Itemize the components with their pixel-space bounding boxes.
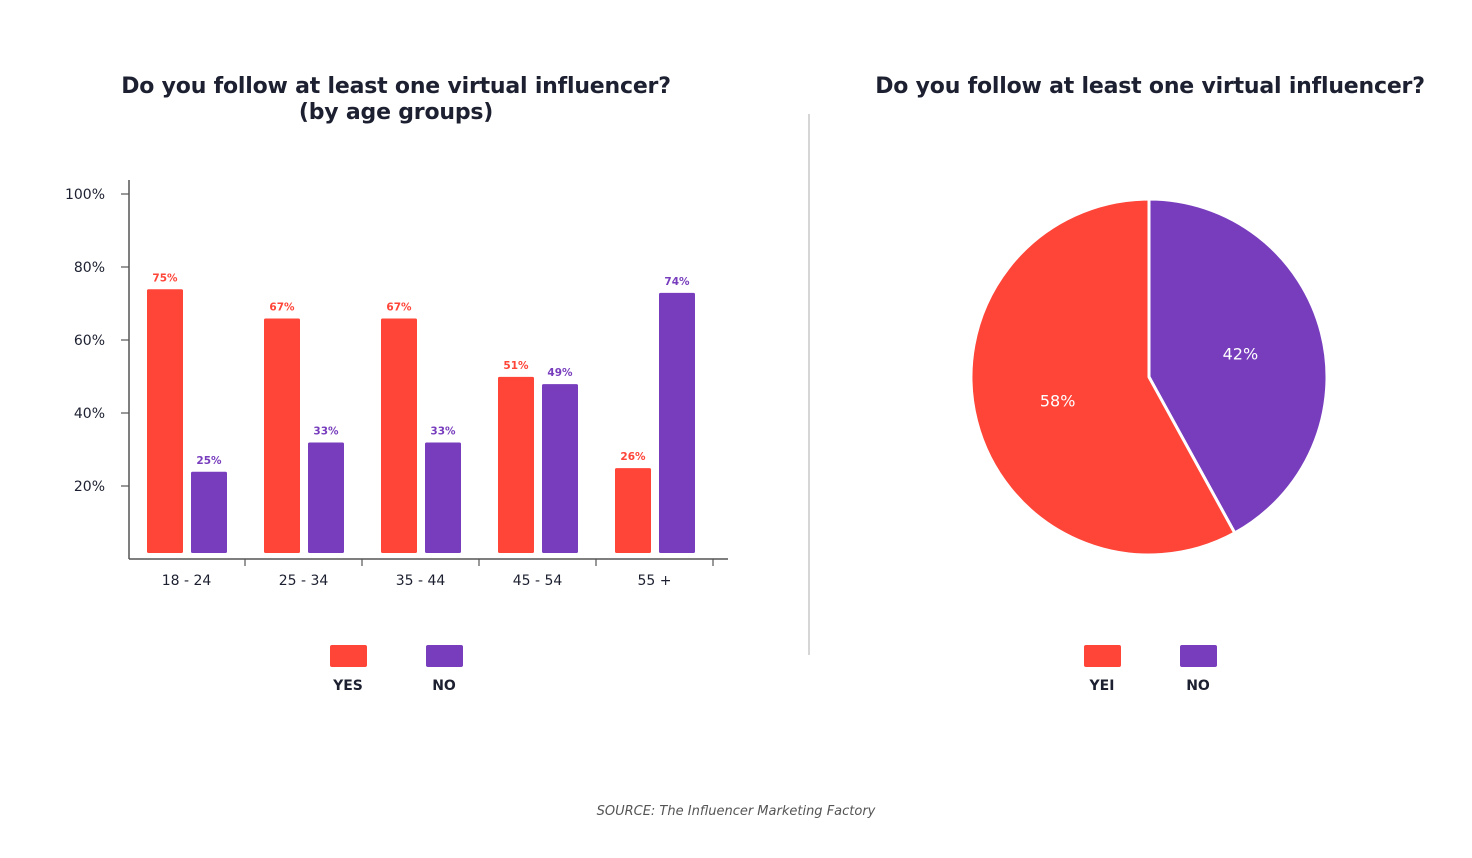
legend-swatch-no	[1179, 645, 1217, 667]
bar-yes	[147, 289, 183, 553]
bar-chart-title-line1: Do you follow at least one virtual influ…	[121, 74, 671, 99]
legend-label-yei: YEI	[1089, 678, 1115, 694]
x-tick-label: 18 - 24	[162, 573, 212, 589]
data-label-no: 74%	[664, 276, 690, 288]
bar-chart-title: Do you follow at least one virtual influ…	[96, 74, 696, 126]
legend-swatch-no	[425, 645, 463, 667]
x-tick-label: 25 - 34	[279, 573, 329, 589]
bar-chart-legend: YES NO	[300, 645, 492, 694]
data-label-yes: 75%	[152, 272, 178, 284]
pie-chart-legend: YEI NO	[1054, 645, 1246, 694]
legend-swatch-yes	[329, 645, 367, 667]
data-label-no: 25%	[196, 455, 222, 467]
bar-yes	[498, 376, 534, 553]
x-tick-label: 55 +	[638, 573, 672, 589]
bar-chart-subtitle: (by age groups)	[298, 100, 494, 125]
y-tick-label: 100%	[65, 187, 105, 203]
pie-label-no: 42%	[1223, 345, 1259, 364]
data-label-no: 33%	[430, 426, 456, 438]
source-note: SOURCE: The Influencer Marketing Factory	[596, 804, 876, 819]
bar-no	[308, 442, 344, 553]
bar-yes	[264, 318, 300, 553]
data-label-no: 49%	[547, 367, 573, 379]
legend-item-yei: YEI	[1054, 645, 1150, 694]
x-tick-label: 35 - 44	[396, 573, 446, 589]
pie-chart-title: Do you follow at least one virtual influ…	[875, 74, 1425, 99]
data-label-yes: 26%	[620, 451, 646, 463]
bar-no	[542, 384, 578, 553]
legend-label-yes: YES	[333, 678, 363, 694]
pie-slice-no	[1147, 197, 1329, 535]
panel-divider	[808, 114, 810, 655]
legend-item-yes: YES	[300, 645, 396, 694]
legend-item-no: NO	[396, 645, 492, 694]
data-label-yes: 67%	[386, 301, 412, 313]
bar-no	[191, 471, 227, 553]
y-tick-label: 40%	[74, 406, 105, 422]
y-tick-label: 80%	[74, 260, 105, 276]
legend-label-no: NO	[432, 678, 456, 694]
bar-no	[659, 292, 695, 553]
pie-label-yei: 58%	[1040, 391, 1076, 410]
legend-label-no: NO	[1186, 678, 1210, 694]
legend-swatch-yei	[1083, 645, 1121, 667]
data-label-yes: 51%	[503, 360, 529, 372]
bar-no	[425, 442, 461, 553]
y-tick-label: 60%	[74, 333, 105, 349]
legend-item-no: NO	[1150, 645, 1246, 694]
y-tick-label: 20%	[74, 479, 105, 495]
bar-yes	[381, 318, 417, 553]
data-label-no: 33%	[313, 426, 339, 438]
data-label-yes: 67%	[269, 301, 295, 313]
bar-yes	[615, 468, 651, 553]
pie-slice-yei	[969, 197, 1237, 557]
x-tick-label: 45 - 54	[513, 573, 563, 589]
